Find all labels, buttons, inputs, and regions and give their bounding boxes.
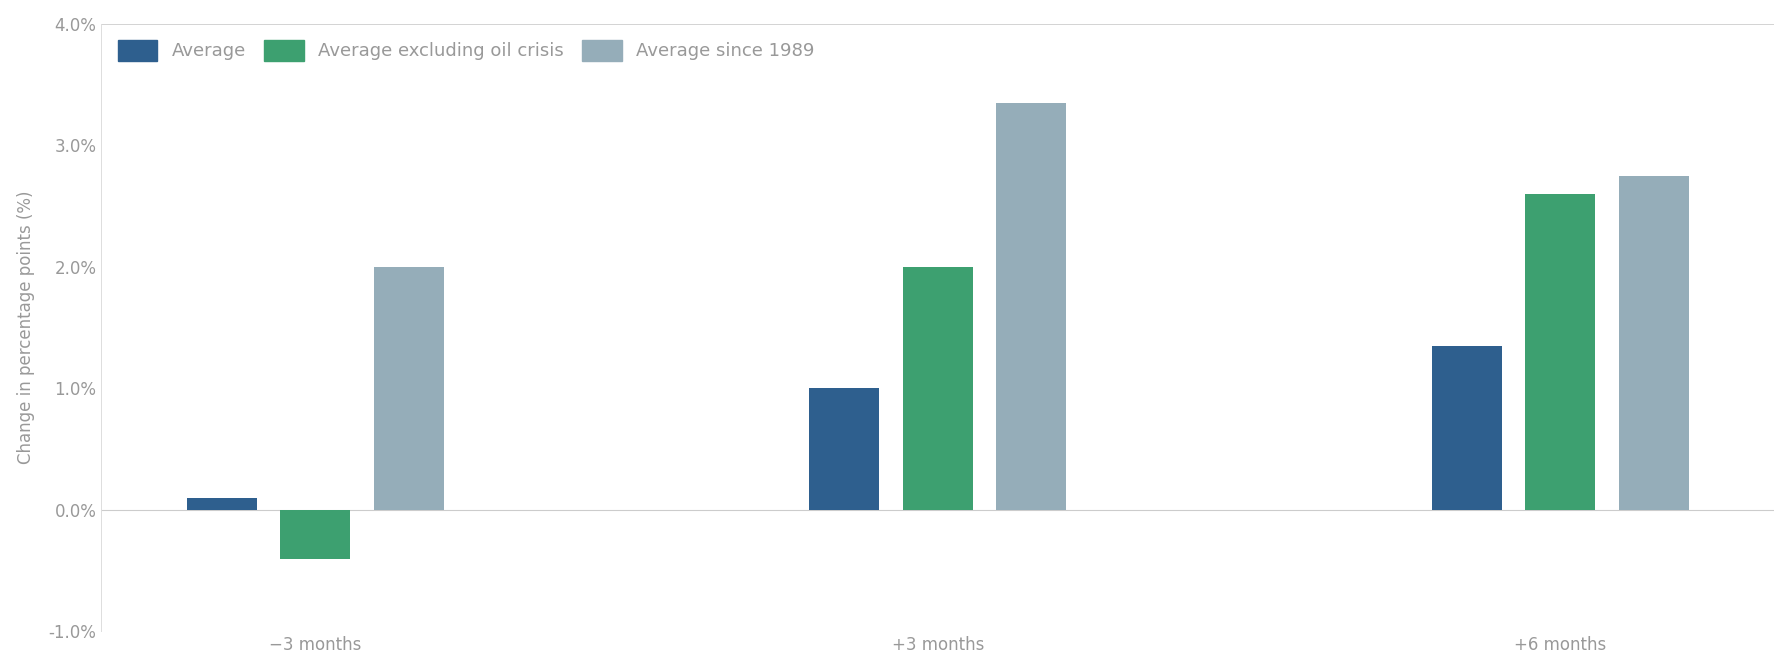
- Bar: [1433, 346, 1503, 510]
- Bar: [1619, 176, 1689, 510]
- Bar: [1526, 194, 1596, 510]
- Bar: [903, 267, 973, 510]
- Bar: [810, 389, 879, 510]
- Bar: [996, 103, 1066, 510]
- Bar: [279, 510, 351, 558]
- Bar: [186, 498, 256, 510]
- Y-axis label: Change in percentage points (%): Change in percentage points (%): [16, 191, 34, 464]
- Bar: [374, 267, 444, 510]
- Legend: Average, Average excluding oil crisis, Average since 1989: Average, Average excluding oil crisis, A…: [111, 33, 822, 68]
